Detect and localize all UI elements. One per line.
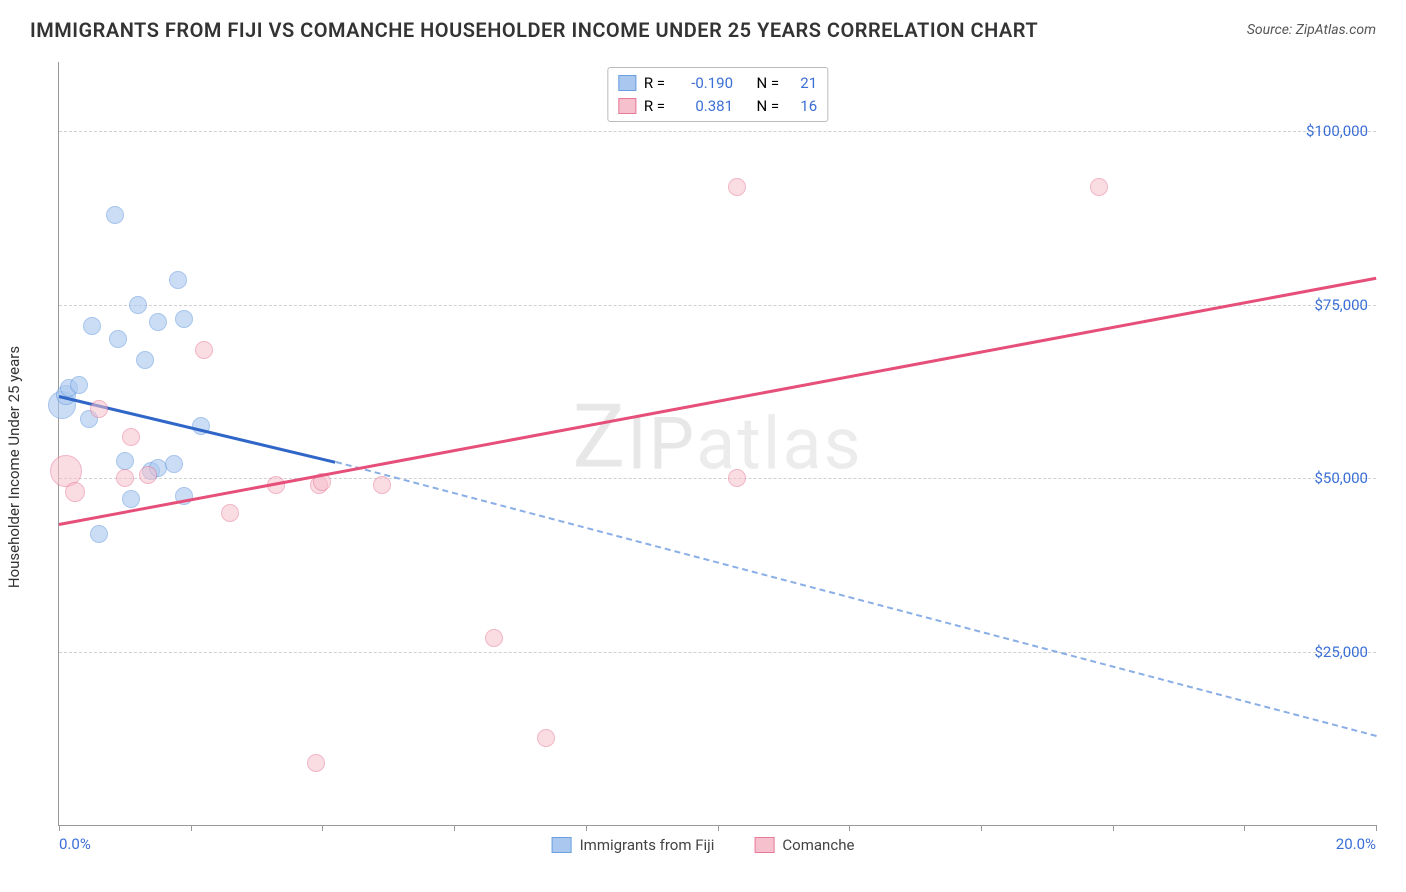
scatter-point-fiji <box>175 310 193 328</box>
scatter-point-comanche <box>728 178 746 196</box>
scatter-point-comanche <box>537 729 555 747</box>
scatter-point-comanche <box>1090 178 1108 196</box>
source-attribution: Source: ZipAtlas.com <box>1247 22 1376 38</box>
scatter-point-fiji <box>169 271 187 289</box>
y-tick-label: $100,000 <box>1306 122 1368 140</box>
scatter-point-comanche <box>373 476 391 494</box>
trendline-comanche <box>59 277 1377 526</box>
scatter-point-comanche <box>728 469 746 487</box>
legend-label: Immigrants from Fiji <box>580 836 715 854</box>
legend-label: Comanche <box>782 836 854 854</box>
swatch-comanche <box>618 98 636 114</box>
x-tick <box>454 825 455 831</box>
scatter-point-fiji <box>90 525 108 543</box>
chart-title: IMMIGRANTS FROM FIJI VS COMANCHE HOUSEHO… <box>30 18 1038 42</box>
plot-area: ZIPatlas R = -0.190 N = 21R = 0.381 N = … <box>58 62 1376 826</box>
scatter-point-fiji <box>165 455 183 473</box>
y-axis-label: Householder Income Under 25 years <box>5 346 23 588</box>
scatter-point-comanche <box>122 428 140 446</box>
gridline <box>59 652 1376 653</box>
swatch-fiji <box>552 837 572 853</box>
y-tick-label: $25,000 <box>1314 643 1368 661</box>
scatter-point-comanche <box>90 400 108 418</box>
scatter-point-comanche <box>139 466 157 484</box>
swatch-fiji <box>618 75 636 91</box>
stats-row-comanche: R = 0.381 N = 16 <box>618 95 817 118</box>
x-axis-min-label: 0.0% <box>59 835 91 853</box>
gridline <box>59 478 1376 479</box>
legend-item-comanche: Comanche <box>754 836 854 854</box>
scatter-point-fiji <box>122 490 140 508</box>
scatter-point-fiji <box>70 376 88 394</box>
x-tick <box>1244 825 1245 831</box>
scatter-point-fiji <box>129 296 147 314</box>
x-tick <box>586 825 587 831</box>
scatter-point-fiji <box>116 452 134 470</box>
x-tick <box>849 825 850 831</box>
scatter-point-comanche <box>221 504 239 522</box>
x-tick <box>1113 825 1114 831</box>
x-tick <box>322 825 323 831</box>
correlation-stats-box: R = -0.190 N = 21R = 0.381 N = 16 <box>607 67 828 122</box>
gridline <box>59 305 1376 306</box>
gridline <box>59 131 1376 132</box>
x-axis-max-label: 20.0% <box>1336 835 1376 853</box>
legend-item-fiji: Immigrants from Fiji <box>552 836 715 854</box>
x-tick <box>981 825 982 831</box>
scatter-point-comanche <box>116 469 134 487</box>
scatter-point-fiji <box>136 351 154 369</box>
stats-row-fiji: R = -0.190 N = 21 <box>618 72 817 95</box>
scatter-point-fiji <box>83 317 101 335</box>
y-tick-label: $50,000 <box>1314 469 1368 487</box>
correlation-scatter-chart: Householder Income Under 25 years ZIPatl… <box>0 52 1406 882</box>
swatch-comanche <box>754 837 774 853</box>
x-tick <box>191 825 192 831</box>
x-tick <box>718 825 719 831</box>
scatter-point-comanche <box>307 754 325 772</box>
watermark-text: ZIPatlas <box>572 401 862 486</box>
scatter-point-comanche <box>485 629 503 647</box>
y-tick-label: $75,000 <box>1314 296 1368 314</box>
chart-legend: Immigrants from Fiji Comanche <box>552 836 855 854</box>
x-tick <box>59 825 60 831</box>
x-tick <box>1376 825 1377 831</box>
scatter-point-comanche <box>65 482 85 502</box>
scatter-point-fiji <box>149 313 167 331</box>
scatter-point-comanche <box>195 341 213 359</box>
scatter-point-fiji <box>106 206 124 224</box>
trendline-fiji <box>335 461 1376 737</box>
scatter-point-fiji <box>109 330 127 348</box>
